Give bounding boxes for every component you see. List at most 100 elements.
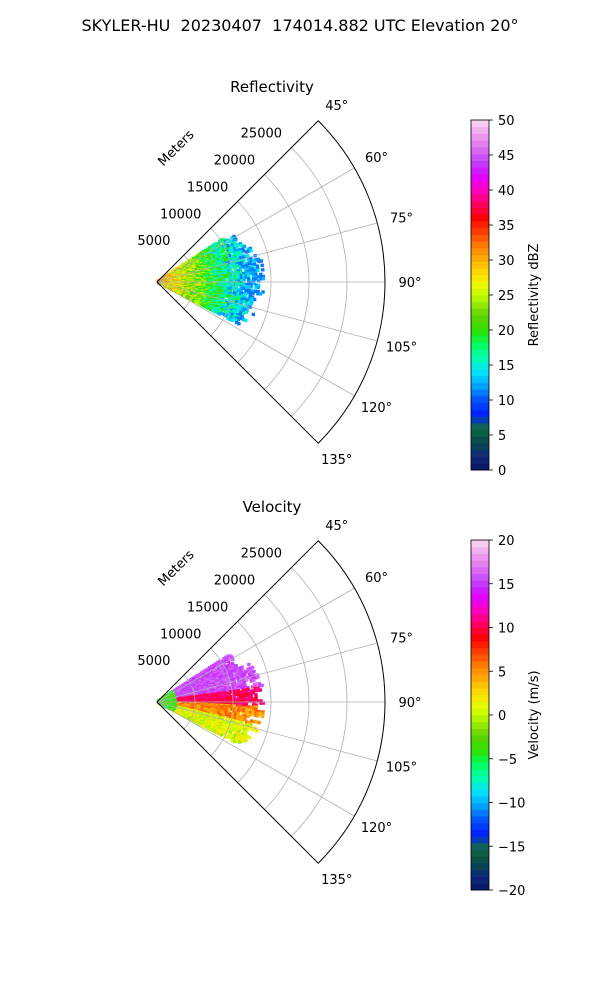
echo-cell: [227, 273, 231, 277]
colorbar-band: [471, 207, 489, 215]
colorbar-band: [471, 681, 489, 689]
echo-cell: [200, 723, 204, 727]
echo-cell: [238, 724, 243, 728]
echo-cell: [238, 312, 243, 316]
colorbar-band: [471, 321, 489, 330]
echo-cell: [246, 710, 250, 715]
echo-cell: [213, 729, 217, 734]
echo-cell: [241, 292, 245, 296]
colorbar-band: [471, 688, 489, 696]
echo-cell: [246, 691, 251, 696]
echo-cell: [247, 261, 252, 266]
echo-cell: [249, 670, 254, 675]
colorbar-band: [471, 194, 489, 202]
echo-cell: [229, 285, 234, 290]
colorbar-band: [471, 822, 489, 830]
echo-cell: [243, 292, 248, 296]
echo-cell: [239, 290, 243, 294]
echo-cell: [241, 712, 245, 716]
echo-cell: [215, 730, 219, 735]
echo-cell: [247, 275, 251, 279]
radial-tick-label: 20000: [214, 154, 255, 169]
echo-cell: [248, 711, 253, 715]
echo-cell: [241, 692, 246, 696]
radial-tick-label: 20000: [214, 574, 255, 589]
echo-cell: [222, 662, 227, 666]
echo-cell: [238, 256, 243, 260]
azimuth-gridline: [156, 222, 378, 283]
echo-cell: [254, 697, 258, 701]
echo-cell: [241, 247, 245, 251]
colorbar-band: [471, 580, 489, 588]
echo-cell: [260, 683, 264, 688]
echo-cell: [249, 257, 253, 261]
echo-cell: [247, 279, 251, 283]
echo-cell: [249, 285, 253, 289]
echo-cell: [254, 695, 258, 699]
echo-cell: [241, 675, 245, 679]
echo-cell: [229, 270, 233, 274]
echo-cell: [226, 294, 230, 299]
echo-cell: [237, 718, 242, 723]
echo-cell: [249, 281, 254, 285]
echo-cell: [242, 701, 246, 705]
echo-cell: [242, 735, 247, 740]
echo-cell: [236, 690, 241, 695]
colorbar-band: [471, 782, 489, 790]
echo-cell: [248, 689, 253, 693]
echo-cell: [238, 732, 243, 736]
echo-cell: [241, 737, 246, 742]
azimuth-gridline: [156, 281, 355, 397]
colorbar-band: [471, 247, 489, 256]
echo-cell: [200, 303, 204, 307]
echo-cell: [246, 247, 250, 251]
radial-tick-label: 25000: [241, 547, 282, 562]
echo-cell: [219, 672, 223, 676]
echo-cell: [220, 238, 224, 242]
colorbar-band: [471, 133, 489, 141]
echo-cell: [251, 705, 256, 709]
echo-cell: [237, 260, 241, 264]
azimuth-tick-label: 75°: [390, 211, 413, 226]
echo-cell: [242, 284, 246, 289]
echo-cell: [250, 297, 254, 301]
echo-cell: [249, 693, 253, 697]
echo-cell: [246, 249, 251, 253]
echo-cell: [240, 295, 245, 300]
colorbar-band: [471, 234, 489, 242]
colorbar-band: [471, 402, 489, 410]
echo-cell: [218, 660, 223, 665]
echo-cell: [244, 720, 249, 724]
echo-cell: [234, 282, 239, 287]
echo-cell: [224, 678, 228, 683]
echo-cell: [261, 268, 265, 272]
echo-cell: [247, 699, 251, 703]
colorbar-tick-label: −10: [498, 797, 525, 812]
echo-cell: [242, 703, 246, 707]
echo-cell: [242, 697, 246, 701]
echo-cell: [244, 697, 249, 701]
echo-cell: [174, 709, 178, 714]
echo-cell: [241, 713, 245, 718]
echo-cell: [236, 687, 240, 691]
echo-cell: [223, 659, 228, 664]
colorbar-band: [471, 295, 489, 303]
echo-cell: [244, 691, 248, 696]
echo-cell: [246, 265, 250, 270]
echo-cell: [229, 288, 234, 293]
echo-cell: [239, 274, 244, 278]
echo-cell: [250, 719, 254, 723]
echo-cell: [235, 320, 239, 325]
echo-cell: [230, 281, 234, 285]
echo-cell: [187, 296, 191, 301]
echo-cell: [251, 676, 256, 681]
colorbar-band: [471, 573, 489, 581]
colorbar-band: [471, 409, 489, 417]
colorbar-band: [471, 342, 489, 350]
colorbar-band: [471, 268, 489, 276]
echo-cell: [249, 283, 253, 287]
echo-cell: [243, 716, 247, 720]
echo-cell: [240, 671, 244, 676]
colorbar-band: [471, 795, 489, 803]
echo-cell: [218, 729, 223, 733]
